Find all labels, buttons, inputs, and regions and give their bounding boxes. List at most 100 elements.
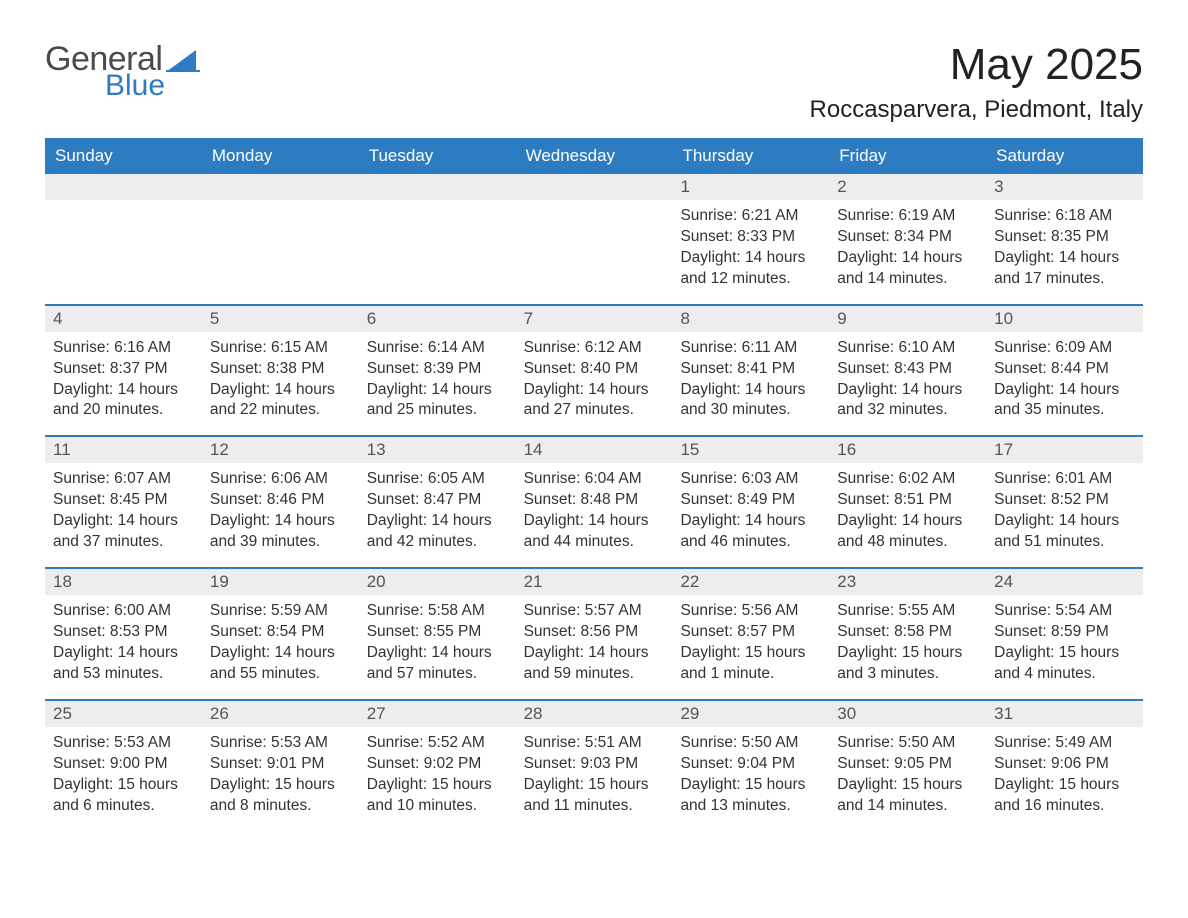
daylight-line-2: and 51 minutes.	[994, 532, 1135, 553]
calendar-day-cell: 1Sunrise: 6:21 AMSunset: 8:33 PMDaylight…	[672, 174, 829, 304]
day-body: Sunrise: 6:12 AMSunset: 8:40 PMDaylight:…	[516, 332, 673, 422]
sunset-line: Sunset: 8:39 PM	[367, 359, 508, 380]
daylight-line-1: Daylight: 14 hours	[210, 511, 351, 532]
calendar-week-row: 11Sunrise: 6:07 AMSunset: 8:45 PMDayligh…	[45, 435, 1143, 567]
calendar-day-cell: 19Sunrise: 5:59 AMSunset: 8:54 PMDayligh…	[202, 569, 359, 699]
day-number: 5	[202, 306, 359, 332]
daylight-line-1: Daylight: 14 hours	[837, 248, 978, 269]
sunset-line: Sunset: 8:48 PM	[524, 490, 665, 511]
daylight-line-2: and 1 minute.	[680, 664, 821, 685]
day-number: 9	[829, 306, 986, 332]
daylight-line-1: Daylight: 14 hours	[994, 248, 1135, 269]
sunset-line: Sunset: 8:46 PM	[210, 490, 351, 511]
daylight-line-2: and 14 minutes.	[837, 796, 978, 817]
daylight-line-2: and 32 minutes.	[837, 400, 978, 421]
calendar-day-cell: 22Sunrise: 5:56 AMSunset: 8:57 PMDayligh…	[672, 569, 829, 699]
sunrise-line: Sunrise: 5:53 AM	[53, 733, 194, 754]
day-body: Sunrise: 6:04 AMSunset: 8:48 PMDaylight:…	[516, 463, 673, 553]
calendar-day-cell: 26Sunrise: 5:53 AMSunset: 9:01 PMDayligh…	[202, 701, 359, 831]
day-body: Sunrise: 5:58 AMSunset: 8:55 PMDaylight:…	[359, 595, 516, 685]
weekday-tuesday: Tuesday	[359, 138, 516, 174]
daylight-line-2: and 12 minutes.	[680, 269, 821, 290]
sunrise-line: Sunrise: 6:02 AM	[837, 469, 978, 490]
empty-day-band	[202, 174, 359, 200]
sunrise-line: Sunrise: 6:12 AM	[524, 338, 665, 359]
daylight-line-2: and 53 minutes.	[53, 664, 194, 685]
daylight-line-1: Daylight: 14 hours	[210, 643, 351, 664]
sunset-line: Sunset: 8:37 PM	[53, 359, 194, 380]
sunset-line: Sunset: 9:02 PM	[367, 754, 508, 775]
day-number: 24	[986, 569, 1143, 595]
calendar-day-cell: 25Sunrise: 5:53 AMSunset: 9:00 PMDayligh…	[45, 701, 202, 831]
day-number: 27	[359, 701, 516, 727]
daylight-line-1: Daylight: 14 hours	[53, 380, 194, 401]
calendar-day-cell: 6Sunrise: 6:14 AMSunset: 8:39 PMDaylight…	[359, 306, 516, 436]
day-body: Sunrise: 6:21 AMSunset: 8:33 PMDaylight:…	[672, 200, 829, 290]
calendar-day-cell: 3Sunrise: 6:18 AMSunset: 8:35 PMDaylight…	[986, 174, 1143, 304]
sunset-line: Sunset: 8:43 PM	[837, 359, 978, 380]
calendar-day-cell: 12Sunrise: 6:06 AMSunset: 8:46 PMDayligh…	[202, 437, 359, 567]
calendar-day-cell: 5Sunrise: 6:15 AMSunset: 8:38 PMDaylight…	[202, 306, 359, 436]
day-body: Sunrise: 6:16 AMSunset: 8:37 PMDaylight:…	[45, 332, 202, 422]
day-number: 2	[829, 174, 986, 200]
sunset-line: Sunset: 9:04 PM	[680, 754, 821, 775]
daylight-line-2: and 30 minutes.	[680, 400, 821, 421]
daylight-line-1: Daylight: 14 hours	[524, 643, 665, 664]
calendar-day-cell: 21Sunrise: 5:57 AMSunset: 8:56 PMDayligh…	[516, 569, 673, 699]
sunrise-line: Sunrise: 5:52 AM	[367, 733, 508, 754]
daylight-line-1: Daylight: 14 hours	[53, 643, 194, 664]
calendar-week-row: 18Sunrise: 6:00 AMSunset: 8:53 PMDayligh…	[45, 567, 1143, 699]
sunrise-line: Sunrise: 6:03 AM	[680, 469, 821, 490]
weekday-saturday: Saturday	[986, 138, 1143, 174]
day-body: Sunrise: 5:50 AMSunset: 9:05 PMDaylight:…	[829, 727, 986, 817]
calendar-day-cell: 15Sunrise: 6:03 AMSunset: 8:49 PMDayligh…	[672, 437, 829, 567]
calendar-day-cell: 31Sunrise: 5:49 AMSunset: 9:06 PMDayligh…	[986, 701, 1143, 831]
sunset-line: Sunset: 8:34 PM	[837, 227, 978, 248]
sunset-line: Sunset: 8:44 PM	[994, 359, 1135, 380]
calendar-day-cell: 7Sunrise: 6:12 AMSunset: 8:40 PMDaylight…	[516, 306, 673, 436]
daylight-line-2: and 27 minutes.	[524, 400, 665, 421]
daylight-line-1: Daylight: 14 hours	[524, 511, 665, 532]
day-number: 14	[516, 437, 673, 463]
daylight-line-1: Daylight: 14 hours	[367, 511, 508, 532]
daylight-line-1: Daylight: 14 hours	[680, 380, 821, 401]
day-number: 12	[202, 437, 359, 463]
daylight-line-2: and 59 minutes.	[524, 664, 665, 685]
daylight-line-1: Daylight: 14 hours	[680, 511, 821, 532]
weekday-wednesday: Wednesday	[516, 138, 673, 174]
daylight-line-1: Daylight: 14 hours	[367, 643, 508, 664]
month-title: May 2025	[810, 40, 1143, 90]
day-body: Sunrise: 5:56 AMSunset: 8:57 PMDaylight:…	[672, 595, 829, 685]
day-number: 20	[359, 569, 516, 595]
daylight-line-2: and 46 minutes.	[680, 532, 821, 553]
day-number: 8	[672, 306, 829, 332]
sunrise-line: Sunrise: 5:50 AM	[680, 733, 821, 754]
day-body: Sunrise: 5:51 AMSunset: 9:03 PMDaylight:…	[516, 727, 673, 817]
day-body: Sunrise: 5:55 AMSunset: 8:58 PMDaylight:…	[829, 595, 986, 685]
sunset-line: Sunset: 8:35 PM	[994, 227, 1135, 248]
day-body: Sunrise: 6:06 AMSunset: 8:46 PMDaylight:…	[202, 463, 359, 553]
sunset-line: Sunset: 9:05 PM	[837, 754, 978, 775]
sunrise-line: Sunrise: 6:18 AM	[994, 206, 1135, 227]
calendar-day-cell: 10Sunrise: 6:09 AMSunset: 8:44 PMDayligh…	[986, 306, 1143, 436]
daylight-line-2: and 37 minutes.	[53, 532, 194, 553]
day-body: Sunrise: 6:00 AMSunset: 8:53 PMDaylight:…	[45, 595, 202, 685]
daylight-line-2: and 14 minutes.	[837, 269, 978, 290]
sunset-line: Sunset: 8:45 PM	[53, 490, 194, 511]
weekday-sunday: Sunday	[45, 138, 202, 174]
day-number: 7	[516, 306, 673, 332]
day-number: 16	[829, 437, 986, 463]
daylight-line-2: and 13 minutes.	[680, 796, 821, 817]
daylight-line-2: and 39 minutes.	[210, 532, 351, 553]
day-body: Sunrise: 5:57 AMSunset: 8:56 PMDaylight:…	[516, 595, 673, 685]
daylight-line-1: Daylight: 15 hours	[837, 643, 978, 664]
sunset-line: Sunset: 9:06 PM	[994, 754, 1135, 775]
daylight-line-1: Daylight: 15 hours	[680, 775, 821, 796]
calendar-day-cell: 20Sunrise: 5:58 AMSunset: 8:55 PMDayligh…	[359, 569, 516, 699]
calendar-day-cell: 24Sunrise: 5:54 AMSunset: 8:59 PMDayligh…	[986, 569, 1143, 699]
daylight-line-2: and 55 minutes.	[210, 664, 351, 685]
day-number: 18	[45, 569, 202, 595]
sunset-line: Sunset: 8:51 PM	[837, 490, 978, 511]
calendar-day-cell: 9Sunrise: 6:10 AMSunset: 8:43 PMDaylight…	[829, 306, 986, 436]
sunrise-line: Sunrise: 6:10 AM	[837, 338, 978, 359]
